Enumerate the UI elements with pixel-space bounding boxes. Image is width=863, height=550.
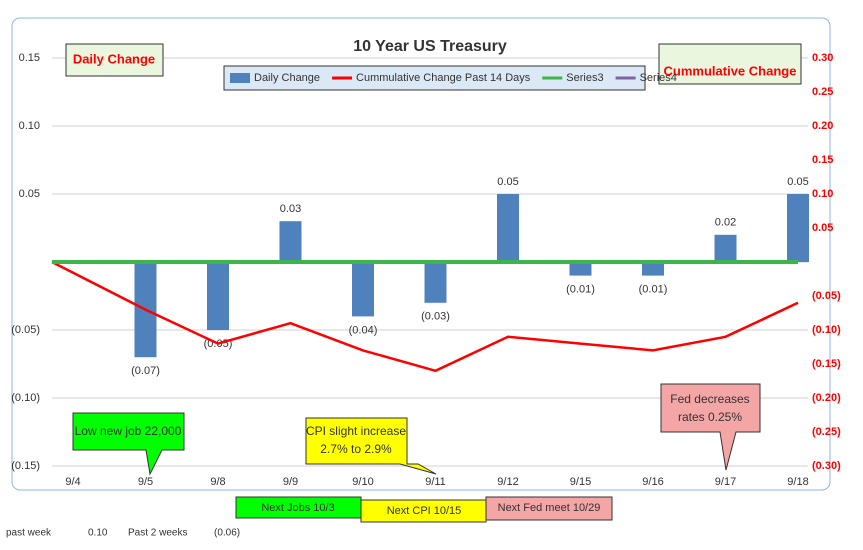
line — [51, 260, 799, 373]
jobs-callout — [72, 412, 185, 476]
left-axis-title: Daily Change — [73, 51, 155, 66]
bar — [642, 262, 664, 276]
y2-tick-label: 0.15 — [812, 154, 833, 166]
y2-tick-label: (0.05) — [812, 290, 841, 302]
data-label: (0.01) — [639, 284, 668, 296]
x-tick-label: 9/16 — [642, 476, 663, 488]
fed-text: rates 0.25% — [678, 410, 742, 424]
data-label: (0.01) — [566, 284, 595, 296]
data-label: 0.03 — [280, 203, 301, 215]
y-tick-label: 0.10 — [19, 120, 40, 132]
footer-value: (0.06) — [214, 528, 240, 539]
x-tick-label: 9/18 — [787, 476, 808, 488]
cpi-text: 2.7% to 2.9% — [320, 442, 392, 456]
y-tick-label: 0.15 — [19, 52, 40, 64]
legend-label: Series3 — [566, 72, 603, 84]
data-label: 0.05 — [497, 176, 518, 188]
data-label: (0.04) — [349, 324, 378, 336]
x-tick-label: 9/12 — [497, 476, 518, 488]
x-tick-label: 9/15 — [570, 476, 591, 488]
bar — [569, 262, 592, 276]
y-tick-label: 0.05 — [19, 188, 40, 200]
bar — [787, 194, 809, 262]
chart-frame — [11, 17, 831, 491]
bar — [497, 194, 519, 262]
bar — [424, 262, 447, 303]
jobs-text: Low new job 22,000 — [75, 424, 182, 438]
legend-swatch — [230, 73, 250, 83]
y2-tick-label: (0.30) — [812, 460, 841, 472]
data-label: 0.05 — [787, 176, 808, 188]
fed-callout — [660, 383, 761, 471]
data-label: 0.02 — [715, 217, 736, 229]
y2-tick-label: (0.15) — [812, 358, 841, 370]
legend-label: Cummulative Change Past 14 Days — [356, 72, 531, 84]
next-box — [485, 496, 613, 521]
y2-tick-label: (0.20) — [812, 392, 841, 404]
bar — [207, 262, 229, 330]
next-text: Next Jobs 10/3 — [261, 502, 334, 514]
cpi-callout — [305, 417, 437, 475]
data-label: (0.03) — [421, 311, 450, 323]
x-tick-label: 9/10 — [352, 476, 373, 488]
x-tick-label: 9/5 — [138, 476, 153, 488]
next-text: Next Fed meet 10/29 — [498, 502, 601, 514]
bar — [352, 262, 374, 317]
cpi-text: CPI slight increase — [306, 424, 406, 438]
y2-tick-label: (0.25) — [812, 426, 841, 438]
right-axis-box — [658, 43, 802, 85]
footer-value: 0.10 — [88, 528, 108, 539]
y2-tick-label: (0.10) — [812, 324, 841, 336]
next-text: Next CPI 10/15 — [387, 505, 462, 517]
x-tick-label: 9/8 — [210, 476, 225, 488]
y2-tick-label: 0.10 — [812, 188, 833, 200]
y-tick-label: (0.15) — [11, 460, 40, 472]
y2-tick-label: 0.20 — [812, 120, 833, 132]
legend-items: Daily Change Cummulative Change Past 14 D… — [230, 72, 677, 84]
footer-label: past week — [6, 528, 52, 539]
y2-tick-label: 0.05 — [812, 222, 833, 234]
legend-label: Series4 — [640, 72, 677, 84]
legend — [223, 65, 646, 91]
right-axis-title: Cummulative Change — [664, 63, 797, 78]
fed-text: Fed decreases — [670, 392, 749, 406]
bar — [279, 221, 302, 262]
y-tick-label: (0.05) — [11, 324, 40, 336]
footer-label: Past 2 weeks — [128, 528, 187, 539]
x-tick-label: 9/17 — [715, 476, 736, 488]
bar — [714, 234, 737, 262]
x-tick-label: 9/11 — [425, 476, 446, 488]
chart-title: 10 Year US Treasury — [353, 38, 507, 55]
data-label: (0.07) — [131, 365, 160, 377]
y-tick-label: (0.10) — [11, 392, 40, 404]
y2-tick-label: 0.25 — [812, 86, 833, 98]
left-axis-box — [65, 43, 164, 77]
legend-label: Daily Change — [254, 72, 320, 84]
y2-tick-label: 0.30 — [812, 52, 833, 64]
x-tick-label: 9/9 — [283, 476, 298, 488]
x-tick-label: 9/4 — [65, 476, 80, 488]
